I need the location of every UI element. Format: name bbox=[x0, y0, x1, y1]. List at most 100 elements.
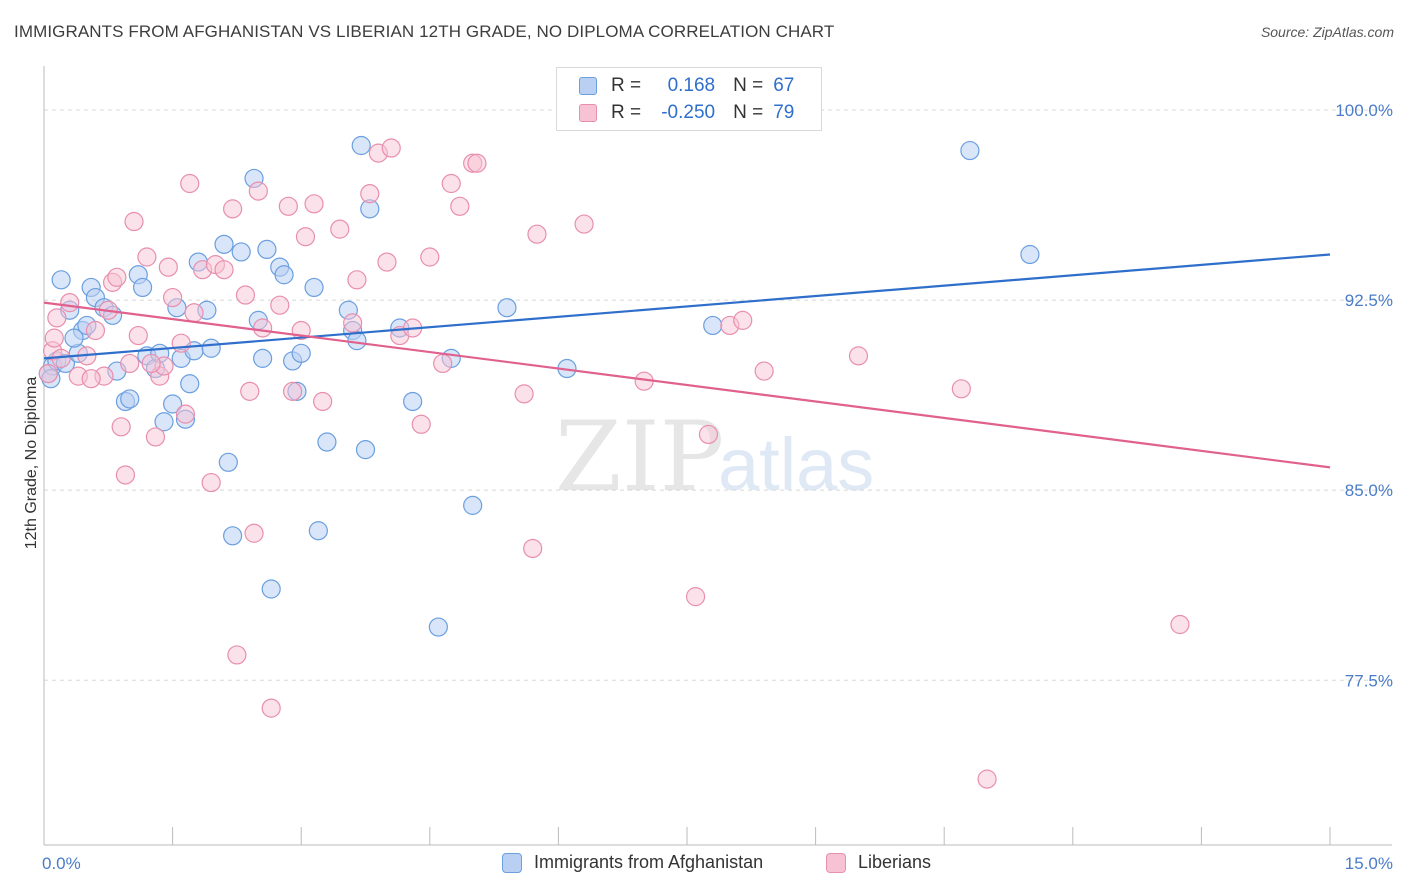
data-point-afghanistan bbox=[291, 343, 311, 363]
data-point-afghanistan bbox=[1020, 244, 1040, 265]
stats-legend: R = 0.168 N = 67 R = -0.250 N = 79 bbox=[556, 67, 822, 131]
data-point-liberian bbox=[754, 361, 774, 381]
data-point-afghanistan bbox=[428, 617, 448, 637]
data-point-liberian bbox=[377, 252, 397, 272]
data-point-afghanistan bbox=[960, 140, 980, 161]
data-point-afghanistan bbox=[214, 234, 234, 254]
data-point-afghanistan bbox=[223, 526, 243, 546]
r-value: 0.168 bbox=[667, 75, 716, 96]
data-point-liberian bbox=[227, 645, 247, 665]
legend-item-afghanistan: Immigrants from Afghanistan bbox=[502, 852, 763, 873]
watermark-zip: ZIP bbox=[555, 401, 724, 513]
data-point-liberian bbox=[330, 219, 350, 239]
n-label: N = bbox=[733, 102, 764, 123]
data-point-liberian bbox=[698, 424, 719, 445]
data-point-afghanistan bbox=[351, 135, 371, 156]
data-point-liberian bbox=[120, 353, 140, 374]
stats-row-afghanistan: R = 0.168 N = 67 bbox=[579, 73, 794, 99]
data-point-afghanistan bbox=[261, 579, 281, 599]
data-point-afghanistan bbox=[231, 242, 251, 262]
legend-swatch-liberian bbox=[826, 852, 846, 873]
data-point-liberian bbox=[467, 153, 487, 173]
data-point-liberian bbox=[235, 285, 256, 305]
data-point-afghanistan bbox=[253, 348, 273, 368]
data-point-liberian bbox=[81, 369, 101, 389]
data-point-afghanistan bbox=[355, 440, 376, 460]
legend-swatch-afghanistan bbox=[502, 852, 522, 873]
data-point-liberian bbox=[248, 181, 268, 201]
data-point-afghanistan bbox=[51, 270, 71, 290]
data-point-liberian bbox=[115, 465, 136, 485]
data-point-liberian bbox=[124, 211, 144, 232]
data-point-liberian bbox=[85, 320, 106, 341]
data-point-liberian bbox=[360, 184, 380, 204]
data-point-liberian bbox=[304, 194, 324, 214]
data-point-liberian bbox=[848, 346, 869, 366]
data-point-liberian bbox=[951, 379, 971, 399]
data-point-liberian bbox=[381, 138, 401, 158]
data-point-afghanistan bbox=[257, 239, 277, 260]
data-point-afghanistan bbox=[154, 412, 174, 432]
data-point-liberian bbox=[450, 196, 470, 216]
data-point-liberian bbox=[38, 363, 58, 384]
data-point-liberian bbox=[278, 196, 298, 216]
chart-title: IMMIGRANTS FROM AFGHANISTAN VS LIBERIAN … bbox=[14, 22, 835, 41]
data-point-liberian bbox=[433, 353, 453, 374]
data-point-liberian bbox=[240, 381, 260, 401]
data-point-afghanistan bbox=[403, 391, 423, 412]
data-point-liberian bbox=[1170, 614, 1190, 635]
data-point-liberian bbox=[261, 698, 281, 718]
data-point-afghanistan bbox=[163, 394, 183, 414]
x-tick-label: 15.0% bbox=[1345, 854, 1393, 873]
data-point-liberian bbox=[270, 295, 290, 315]
data-point-liberian bbox=[111, 417, 131, 437]
data-point-liberian bbox=[137, 247, 157, 267]
n-label: N = bbox=[733, 75, 764, 96]
data-point-liberian bbox=[574, 214, 594, 234]
trend-lines bbox=[43, 253, 1331, 469]
data-point-liberian bbox=[523, 538, 543, 559]
data-point-liberian bbox=[171, 333, 191, 353]
data-point-afghanistan bbox=[274, 265, 294, 285]
data-point-liberian bbox=[411, 414, 431, 434]
data-point-liberian bbox=[441, 173, 461, 194]
data-point-liberian bbox=[733, 310, 753, 330]
swatch-liberian bbox=[579, 104, 597, 122]
x-tick-label: 0.0% bbox=[42, 854, 81, 873]
source-label: Source: ZipAtlas.com bbox=[1260, 24, 1394, 40]
watermark-atlas: atlas bbox=[718, 423, 874, 506]
n-value: 67 bbox=[773, 75, 795, 96]
y-ticks: 100.0% 92.5% 85.0% 77.5% bbox=[1335, 101, 1393, 690]
y-tick-label: 92.5% bbox=[1345, 291, 1393, 310]
n-value: 79 bbox=[773, 102, 795, 123]
series-legend: Immigrants from Afghanistan Liberians bbox=[0, 852, 1406, 878]
y-tick-label: 100.0% bbox=[1335, 101, 1393, 120]
x-ticks: 0.0% 15.0% bbox=[42, 854, 1393, 873]
y-tick-label: 85.0% bbox=[1345, 481, 1393, 500]
data-point-liberian bbox=[420, 247, 440, 267]
data-point-afghanistan bbox=[132, 277, 153, 298]
data-point-liberian bbox=[47, 308, 67, 328]
data-point-liberian bbox=[253, 318, 273, 338]
trend-line-afghanistan bbox=[43, 253, 1331, 360]
data-point-liberian bbox=[128, 325, 148, 346]
data-point-afghanistan bbox=[463, 495, 483, 515]
data-point-liberian bbox=[295, 227, 316, 247]
data-point-liberian bbox=[244, 523, 264, 543]
data-point-liberian bbox=[175, 404, 196, 424]
legend-item-liberian: Liberians bbox=[826, 852, 931, 873]
data-point-afghanistan bbox=[218, 452, 238, 472]
data-point-afghanistan bbox=[703, 315, 723, 336]
data-point-liberian bbox=[685, 587, 706, 607]
r-value: -0.250 bbox=[661, 102, 716, 123]
watermark: ZIP atlas bbox=[555, 401, 874, 513]
data-point-liberian bbox=[343, 313, 363, 333]
data-point-liberian bbox=[163, 287, 183, 308]
data-point-liberian bbox=[180, 173, 200, 194]
data-point-afghanistan bbox=[308, 521, 328, 541]
data-point-afghanistan bbox=[497, 298, 517, 318]
data-point-liberian bbox=[214, 260, 234, 280]
data-point-liberian bbox=[145, 427, 166, 447]
data-point-liberian bbox=[347, 270, 367, 290]
